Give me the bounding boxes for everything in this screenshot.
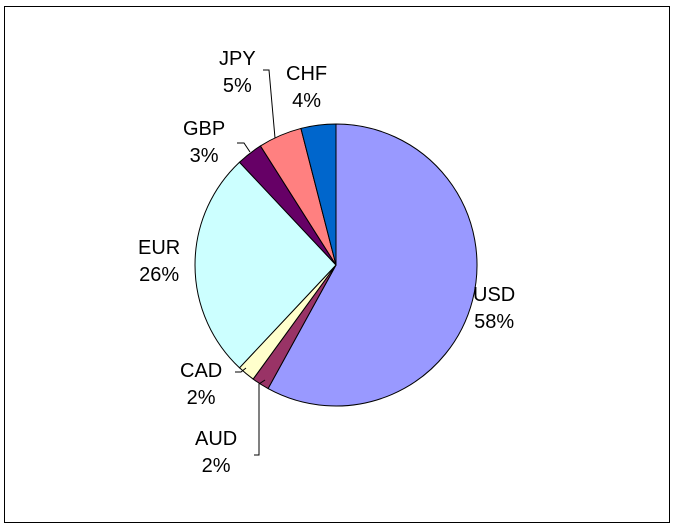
data-label-usd: USD 58%: [473, 282, 515, 336]
data-label-jpy: JPY 5%: [219, 46, 256, 100]
pie-slice-chf: [300, 123, 337, 266]
data-label-cad: CAD 2%: [180, 358, 222, 412]
data-label-chf: CHF 4%: [286, 61, 327, 115]
slice-name-chf: CHF: [286, 63, 328, 85]
slice-percent-jpy: 5%: [222, 75, 252, 97]
slice-name-eur: EUR: [138, 237, 181, 259]
slice-name-aud: AUD: [195, 428, 238, 450]
leader-line-jpy: [263, 69, 276, 139]
pie-slice-eur: [194, 161, 337, 369]
leader-line-aud: [254, 379, 266, 456]
data-label-eur: EUR 26%: [138, 235, 180, 289]
pie-slice-usd: [267, 123, 478, 407]
slice-percent-eur: 26%: [139, 264, 180, 286]
slice-name-usd: USD: [473, 284, 516, 306]
leader-lines: [235, 69, 276, 456]
slice-name-cad: CAD: [180, 360, 223, 382]
slice-name-gbp: GBP: [183, 118, 226, 140]
pie-slices: [194, 123, 478, 407]
leader-line-cad: [235, 367, 247, 373]
slice-percent-usd: 58%: [474, 311, 515, 333]
data-label-gbp: GBP 3%: [183, 116, 225, 170]
data-label-aud: AUD 2%: [195, 426, 237, 480]
slice-percent-cad: 2%: [186, 387, 216, 409]
slice-percent-aud: 2%: [201, 455, 231, 477]
slice-percent-chf: 4%: [292, 90, 321, 112]
slice-percent-gbp: 3%: [189, 145, 219, 167]
leader-line-gbp: [237, 142, 251, 153]
slice-name-jpy: JPY: [219, 48, 256, 70]
